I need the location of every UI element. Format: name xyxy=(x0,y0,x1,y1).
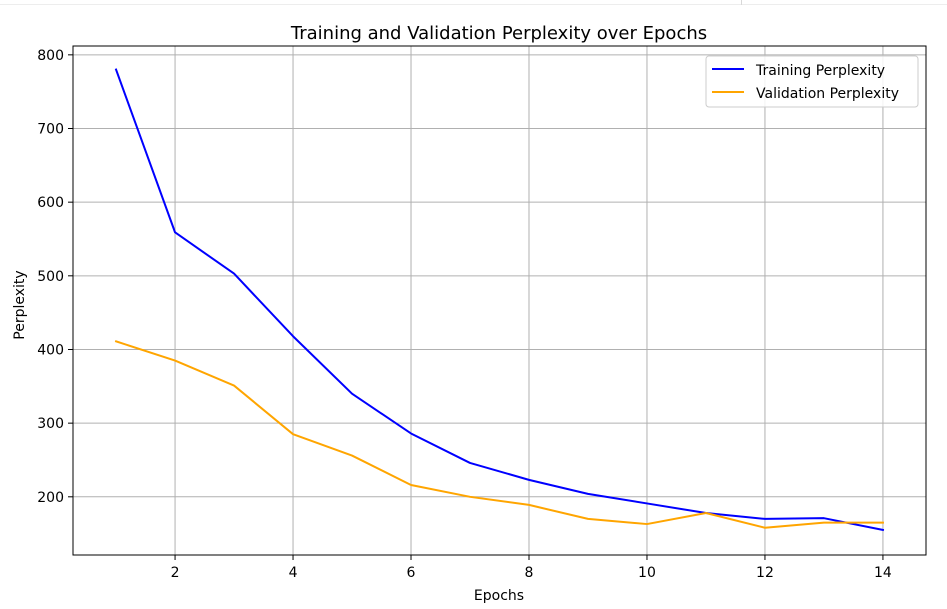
x-tick-label: 12 xyxy=(756,565,774,581)
legend-label-validation: Validation Perplexity xyxy=(756,86,899,102)
y-tick-label: 800 xyxy=(37,48,64,64)
y-tick-label: 500 xyxy=(37,269,64,285)
top-edge-divider xyxy=(741,0,742,5)
y-tick-label: 600 xyxy=(37,195,64,211)
y-tick-label: 400 xyxy=(37,342,64,358)
x-tick-label: 8 xyxy=(525,565,534,581)
axis-ticks: 2 4 6 8 10 12 14 200 300 400 500 600 700 800 xyxy=(37,48,892,581)
series-lines xyxy=(114,68,885,532)
y-tick-label: 300 xyxy=(37,416,64,432)
x-tick-label: 6 xyxy=(407,565,416,581)
plot-area xyxy=(72,45,927,556)
y-axis-label: Perplexity xyxy=(12,270,28,339)
x-tick-label: 10 xyxy=(638,565,656,581)
legend: Training Perplexity Validation Perplexit… xyxy=(705,55,919,108)
y-tick-label: 200 xyxy=(37,490,64,506)
x-axis-label: Epochs xyxy=(474,588,524,604)
legend-label-training: Training Perplexity xyxy=(755,63,885,79)
y-tick-label: 700 xyxy=(37,122,64,138)
x-tick-label: 4 xyxy=(289,565,298,581)
training-perplexity-line xyxy=(114,68,885,532)
validation-perplexity-line xyxy=(114,340,884,529)
x-tick-label: 2 xyxy=(171,565,180,581)
legend-box xyxy=(705,55,919,108)
grid xyxy=(73,46,926,555)
top-edge xyxy=(0,0,947,5)
chart-title: Training and Validation Perplexity over … xyxy=(290,23,707,44)
x-tick-label: 14 xyxy=(874,565,892,581)
